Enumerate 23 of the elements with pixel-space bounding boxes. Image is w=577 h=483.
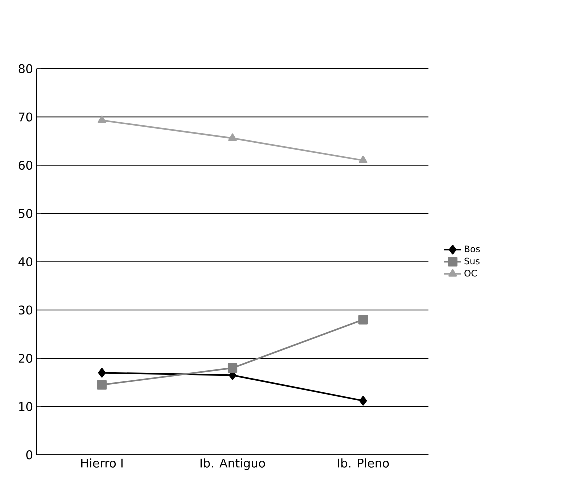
- x-tick-label: Ib. Pleno: [338, 458, 390, 468]
- y-tick-label: 40: [18, 257, 33, 266]
- y-tick-label: 50: [19, 209, 33, 218]
- y-tick-label: 80: [18, 64, 33, 74]
- point: [98, 368, 106, 378]
- point: [98, 116, 106, 124]
- y-tick-label: 20: [19, 354, 33, 363]
- x-tick-label: Hierro I: [82, 458, 123, 468]
- legend-label: OC: [464, 270, 478, 277]
- point: [228, 133, 238, 142]
- point: [358, 314, 368, 325]
- legend-label: Sus: [464, 258, 480, 264]
- point: [97, 380, 107, 390]
- point: [228, 363, 238, 373]
- legend-label: Bos: [465, 246, 480, 252]
- point: [359, 156, 368, 164]
- y-tick-label: 70: [19, 112, 33, 122]
- y-tick-label: 60: [18, 160, 33, 170]
- y-tick-label: 10: [19, 402, 33, 412]
- y-tick-label: 0: [26, 450, 33, 460]
- point: [360, 396, 368, 406]
- y-tick-label: 30: [19, 306, 33, 315]
- x-tick-label: Ib. Antiguo: [200, 458, 266, 470]
